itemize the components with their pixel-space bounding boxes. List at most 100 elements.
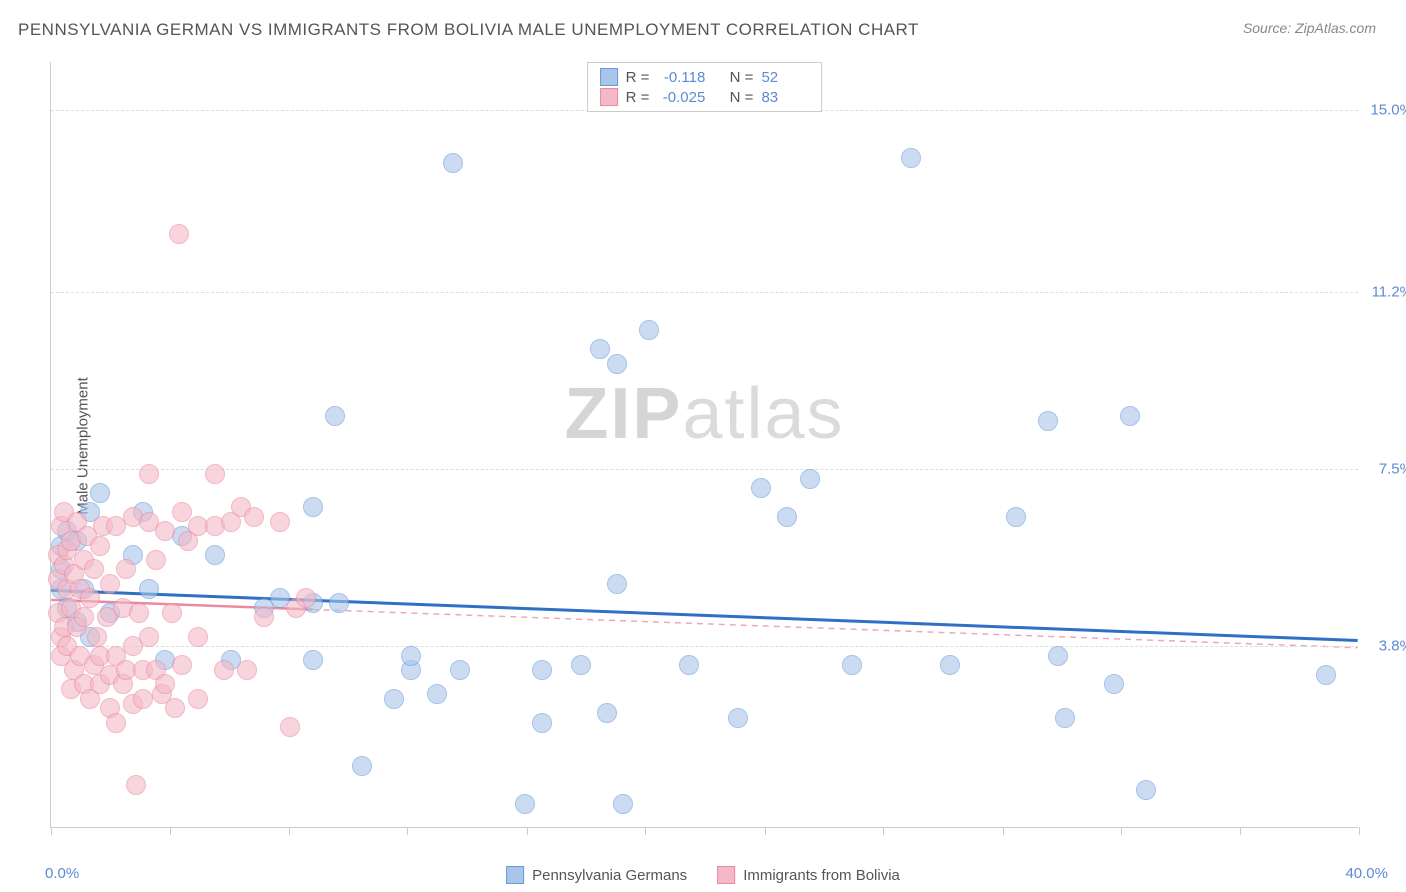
x-tick <box>1003 827 1004 835</box>
x-tick <box>1359 827 1360 835</box>
data-point <box>607 574 627 594</box>
data-point <box>165 698 185 718</box>
data-point <box>1104 674 1124 694</box>
r-value: -0.118 <box>657 69 705 86</box>
y-tick-label: 3.8% <box>1379 638 1406 655</box>
y-tick-label: 15.0% <box>1370 101 1406 118</box>
data-point <box>1136 780 1156 800</box>
x-axis-max-label: 40.0% <box>1345 865 1388 882</box>
gridline <box>51 292 1358 293</box>
data-point <box>532 713 552 733</box>
gridline <box>51 646 1358 647</box>
data-point <box>139 627 159 647</box>
data-point <box>126 775 146 795</box>
legend-swatch <box>600 88 618 106</box>
data-point <box>639 320 659 340</box>
data-point <box>84 559 104 579</box>
r-value: -0.025 <box>657 89 705 106</box>
data-point <box>607 354 627 374</box>
data-point <box>133 689 153 709</box>
r-label: R = <box>626 89 650 106</box>
data-point <box>244 507 264 527</box>
n-value: 52 <box>761 69 809 86</box>
data-point <box>74 607 94 627</box>
x-tick <box>289 827 290 835</box>
x-axis-min-label: 0.0% <box>45 865 79 882</box>
x-tick <box>527 827 528 835</box>
data-point <box>188 689 208 709</box>
data-point <box>172 502 192 522</box>
n-value: 83 <box>761 89 809 106</box>
data-point <box>155 674 175 694</box>
data-point <box>155 521 175 541</box>
x-tick <box>1121 827 1122 835</box>
data-point <box>270 512 290 532</box>
data-point <box>515 794 535 814</box>
data-point <box>169 224 189 244</box>
data-point <box>352 756 372 776</box>
data-point <box>303 497 323 517</box>
data-point <box>571 655 591 675</box>
data-point <box>401 646 421 666</box>
trend-line <box>313 609 1358 647</box>
legend-item: Pennsylvania Germans <box>506 866 687 884</box>
data-point <box>532 660 552 680</box>
watermark-a: ZIP <box>564 374 682 454</box>
trend-line <box>51 590 1357 640</box>
data-point <box>1316 665 1336 685</box>
data-point <box>303 650 323 670</box>
data-point <box>87 627 107 647</box>
x-tick <box>170 827 171 835</box>
legend-label: Immigrants from Bolivia <box>743 867 900 884</box>
series-legend: Pennsylvania Germans Immigrants from Boli… <box>506 866 900 884</box>
x-tick <box>1240 827 1241 835</box>
data-point <box>296 588 316 608</box>
data-point <box>237 660 257 680</box>
watermark: ZIPatlas <box>564 373 844 455</box>
x-tick <box>407 827 408 835</box>
data-point <box>205 545 225 565</box>
legend-swatch <box>600 68 618 86</box>
x-tick <box>765 827 766 835</box>
x-tick <box>883 827 884 835</box>
trend-lines-layer <box>51 62 1358 827</box>
correlation-legend-row: R = -0.118 N = 52 <box>600 67 810 87</box>
data-point <box>280 717 300 737</box>
gridline <box>51 469 1358 470</box>
data-point <box>205 464 225 484</box>
legend-label: Pennsylvania Germans <box>532 867 687 884</box>
data-point <box>214 660 234 680</box>
data-point <box>1006 507 1026 527</box>
data-point <box>427 684 447 704</box>
data-point <box>329 593 349 613</box>
data-point <box>116 559 136 579</box>
source-attribution: Source: ZipAtlas.com <box>1243 20 1376 36</box>
x-tick <box>645 827 646 835</box>
data-point <box>129 603 149 623</box>
r-label: R = <box>626 69 650 86</box>
n-label: N = <box>730 69 754 86</box>
data-point <box>139 579 159 599</box>
data-point <box>901 148 921 168</box>
data-point <box>751 478 771 498</box>
plot-area: ZIPatlas R =-0.118 N =52R =-0.025 N =83 … <box>50 62 1358 828</box>
data-point <box>842 655 862 675</box>
data-point <box>254 607 274 627</box>
legend-swatch <box>717 866 735 884</box>
data-point <box>800 469 820 489</box>
data-point <box>679 655 699 675</box>
data-point <box>100 574 120 594</box>
data-point <box>450 660 470 680</box>
data-point <box>139 464 159 484</box>
data-point <box>443 153 463 173</box>
data-point <box>90 536 110 556</box>
data-point <box>777 507 797 527</box>
n-label: N = <box>730 89 754 106</box>
data-point <box>1120 406 1140 426</box>
data-point <box>325 406 345 426</box>
data-point <box>146 550 166 570</box>
data-point <box>728 708 748 728</box>
data-point <box>940 655 960 675</box>
data-point <box>80 588 100 608</box>
y-tick-label: 11.2% <box>1372 283 1406 300</box>
